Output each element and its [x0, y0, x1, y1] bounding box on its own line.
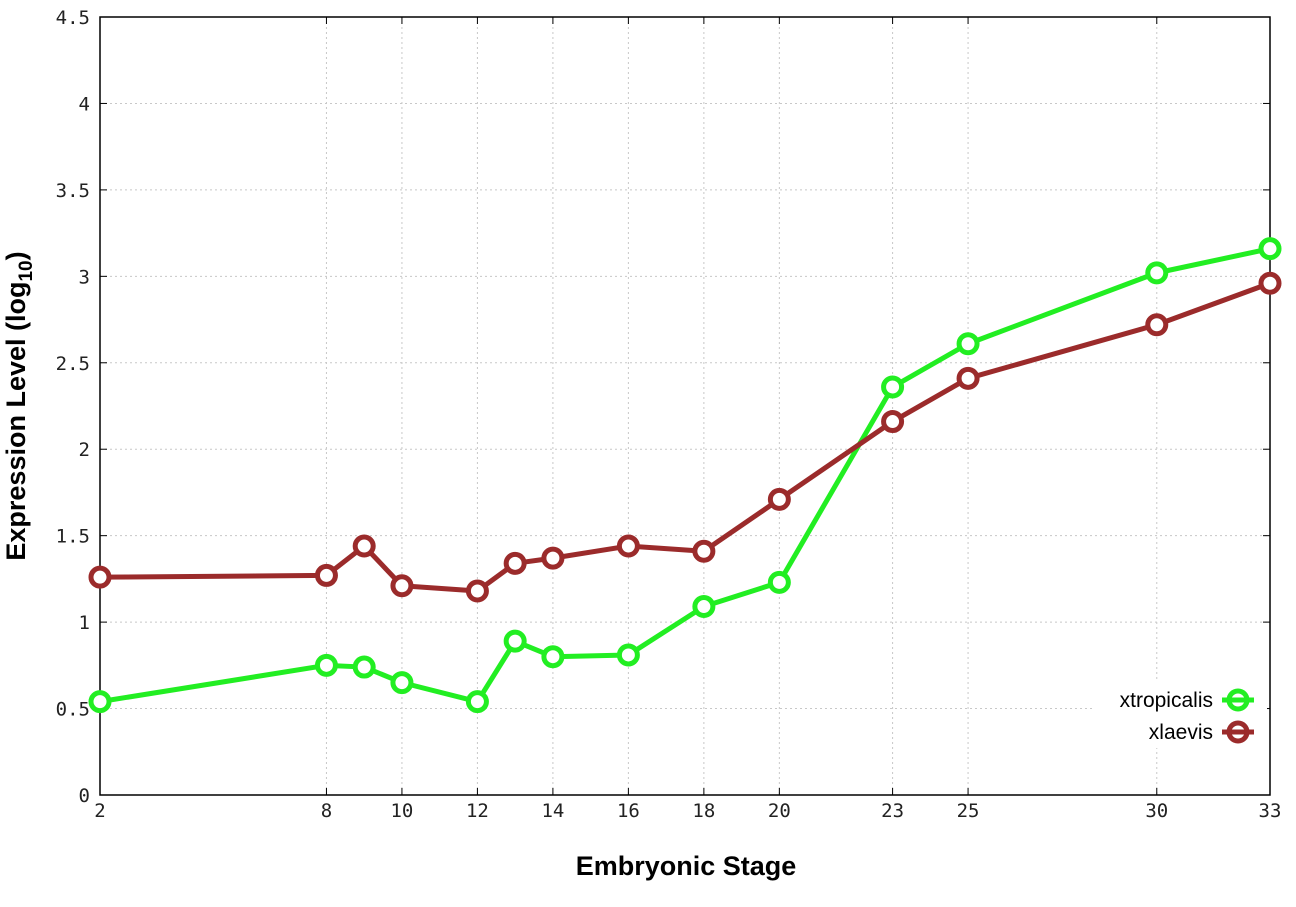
- series-lines: [88, 237, 1282, 714]
- data-point-xtropicalis: [352, 655, 376, 679]
- plot-area-frame: [99, 16, 1271, 796]
- x-tick-label: 20: [768, 800, 791, 822]
- y-tick-label: 3.5: [56, 180, 90, 202]
- y-tick-label: 2.5: [56, 353, 90, 375]
- data-point-xtropicalis: [541, 645, 565, 669]
- data-point-xlaevis: [465, 579, 489, 603]
- y-tick-label: 4: [79, 93, 90, 115]
- x-tick-label: 8: [321, 800, 332, 822]
- x-tick-label: 16: [617, 800, 640, 822]
- data-point-xtropicalis: [88, 690, 112, 714]
- legend-label-xlaevis: xlaevis: [1149, 721, 1213, 744]
- data-point-xlaevis: [881, 410, 905, 434]
- y-tick-label: 3: [79, 266, 90, 288]
- data-point-xtropicalis: [767, 570, 791, 594]
- data-point-xlaevis: [503, 551, 527, 575]
- data-point-xlaevis: [314, 563, 338, 587]
- data-point-xlaevis: [956, 366, 980, 390]
- x-tick-label: 12: [466, 800, 489, 822]
- y-tick-label: 1: [79, 612, 90, 634]
- x-tick-label: 14: [541, 800, 564, 822]
- y-tick-label: 1.5: [56, 526, 90, 548]
- data-point-xtropicalis: [503, 629, 527, 653]
- x-tick-label: 33: [1259, 800, 1282, 822]
- data-point-xtropicalis: [390, 671, 414, 695]
- y-axis-title: Expression Level (log10): [1, 251, 37, 560]
- data-point-xtropicalis: [465, 690, 489, 714]
- grid: [100, 17, 1270, 795]
- legend-marker-xlaevis: [1226, 720, 1250, 744]
- data-point-xlaevis: [767, 487, 791, 511]
- data-point-xtropicalis: [616, 643, 640, 667]
- data-point-xtropicalis: [1145, 261, 1169, 285]
- data-point-xlaevis: [1258, 271, 1282, 295]
- data-point-xtropicalis: [314, 653, 338, 677]
- x-tick-label: 30: [1145, 800, 1168, 822]
- x-tick-label: 10: [390, 800, 413, 822]
- data-point-xlaevis: [541, 546, 565, 570]
- x-tick-label: 18: [692, 800, 715, 822]
- x-tick-label: 2: [94, 800, 105, 822]
- x-tick-label: 23: [881, 800, 904, 822]
- y-axis-title-subscript: 10: [16, 260, 37, 281]
- data-point-xlaevis: [88, 565, 112, 589]
- y-axis-title-main: Expression Level (log: [1, 282, 31, 561]
- x-axis-title: Embryonic Stage: [576, 851, 797, 881]
- x-tick-label: 25: [957, 800, 980, 822]
- data-point-xlaevis: [1145, 313, 1169, 337]
- data-point-xtropicalis: [692, 595, 716, 619]
- y-tick-label: 4.5: [56, 7, 90, 29]
- data-point-xlaevis: [692, 539, 716, 563]
- y-tick-label: 2: [79, 439, 90, 461]
- data-point-xtropicalis: [956, 332, 980, 356]
- legend: xtropicalis xlaevis: [1095, 682, 1267, 748]
- y-tick-label: 0: [79, 785, 90, 807]
- y-axis-title-close: ): [1, 251, 31, 260]
- data-point-xlaevis: [352, 534, 376, 558]
- data-point-xtropicalis: [1258, 237, 1282, 261]
- data-point-xlaevis: [616, 534, 640, 558]
- legend-marker-xtropicalis: [1226, 688, 1250, 712]
- data-point-xlaevis: [390, 574, 414, 598]
- y-tick-label: 0.5: [56, 699, 90, 721]
- legend-label-xtropicalis: xtropicalis: [1120, 689, 1213, 712]
- axis-ticks: 0 0.5 1 1.5 2 2.5 3 3.5 4 4.5 2 8 10 12 14 16 18 20 23 25 30…: [56, 7, 1282, 822]
- data-point-xtropicalis: [881, 375, 905, 399]
